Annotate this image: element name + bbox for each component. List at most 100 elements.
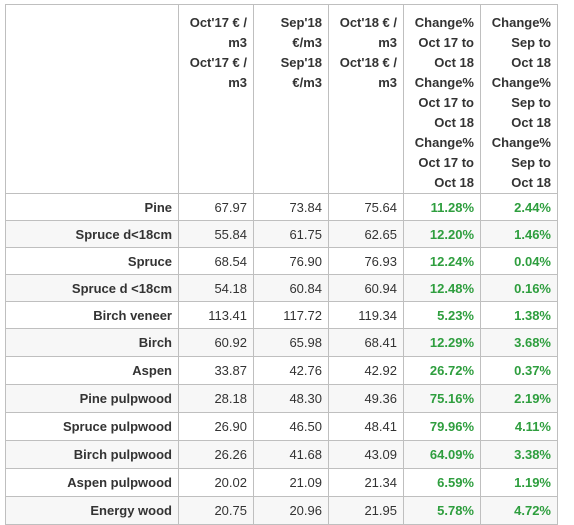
cell-sep18: 73.84 (253, 193, 329, 221)
table-body: Pine 67.97 73.84 75.64 11.28% 2.44% Spruce d<1… (5, 193, 558, 525)
header-line: Sep'18 €/m3 (280, 15, 322, 50)
cell-oct17: 33.87 (178, 356, 254, 385)
cell-oct18: 42.92 (328, 356, 404, 385)
cell-change-month: 0.04% (480, 247, 558, 275)
cell-oct18: 75.64 (328, 193, 404, 221)
table-row: Pine 67.97 73.84 75.64 11.28% 2.44% (5, 193, 558, 221)
header-line: Change% Sep to Oct 18 (491, 135, 551, 190)
cell-oct18: 48.41 (328, 412, 404, 441)
cell-oct17: 67.97 (178, 193, 254, 221)
cell-change-month: 3.68% (480, 328, 558, 357)
price-table-container: Oct'17 € / m3 Oct'17 € / m3 Sep'18 €/m3 Se… (5, 4, 558, 525)
cell-change-month: 1.38% (480, 301, 558, 329)
table-row: Pine pulpwood 28.18 48.30 49.36 75.16% 2.19% (5, 384, 558, 413)
cell-oct17: 28.18 (178, 384, 254, 413)
cell-oct17: 26.90 (178, 412, 254, 441)
cell-oct17: 54.18 (178, 274, 254, 302)
cell-change-year: 12.20% (403, 220, 481, 248)
header-line: Change% Sep to Oct 18 (491, 15, 551, 70)
cell-oct18: 68.41 (328, 328, 404, 357)
cell-change-month: 4.11% (480, 412, 558, 441)
cell-oct17: 20.75 (178, 496, 254, 525)
cell-change-month: 2.44% (480, 193, 558, 221)
cell-change-year: 12.48% (403, 274, 481, 302)
cell-sep18: 117.72 (253, 301, 329, 329)
cell-oct18: 76.93 (328, 247, 404, 275)
table-row: Spruce pulpwood 26.90 46.50 48.41 79.96% 4.11… (5, 412, 558, 441)
header-cell-empty (5, 4, 179, 194)
row-label: Birch (5, 328, 179, 357)
cell-change-month: 3.38% (480, 440, 558, 469)
table-row: Spruce d<18cm 55.84 61.75 62.65 12.20% 1.46% (5, 220, 558, 248)
cell-oct17: 60.92 (178, 328, 254, 357)
cell-oct18: 49.36 (328, 384, 404, 413)
header-line: Oct'17 € / m3 (189, 15, 247, 50)
cell-oct18: 21.34 (328, 468, 404, 497)
cell-sep18: 60.84 (253, 274, 329, 302)
table-row: Energy wood 20.75 20.96 21.95 5.78% 4.72% (5, 496, 558, 525)
cell-change-year: 26.72% (403, 356, 481, 385)
header-line: Sep'18 €/m3 (280, 55, 322, 90)
row-label: Pine pulpwood (5, 384, 179, 413)
cell-change-month: 4.72% (480, 496, 558, 525)
row-label: Spruce pulpwood (5, 412, 179, 441)
cell-oct17: 20.02 (178, 468, 254, 497)
table-row: Aspen pulpwood 20.02 21.09 21.34 6.59% 1.19% (5, 468, 558, 497)
cell-sep18: 76.90 (253, 247, 329, 275)
header-line: Oct'18 € / m3 (339, 15, 397, 50)
cell-change-year: 12.24% (403, 247, 481, 275)
cell-oct17: 68.54 (178, 247, 254, 275)
cell-change-year: 64.09% (403, 440, 481, 469)
table-row: Spruce d <18cm 54.18 60.84 60.94 12.48% 0.16% (5, 274, 558, 302)
row-label: Birch pulpwood (5, 440, 179, 469)
header-oct17: Oct'17 € / m3 Oct'17 € / m3 (178, 4, 254, 194)
header-oct18: Oct'18 € / m3 Oct'18 € / m3 (328, 4, 404, 194)
cell-change-year: 6.59% (403, 468, 481, 497)
table-row: Birch pulpwood 26.26 41.68 43.09 64.09% 3.38% (5, 440, 558, 469)
cell-oct18: 43.09 (328, 440, 404, 469)
cell-change-year: 5.23% (403, 301, 481, 329)
row-label: Aspen pulpwood (5, 468, 179, 497)
cell-oct17: 26.26 (178, 440, 254, 469)
cell-oct17: 113.41 (178, 301, 254, 329)
cell-change-year: 79.96% (403, 412, 481, 441)
cell-oct18: 21.95 (328, 496, 404, 525)
header-line: Change% Oct 17 to Oct 18 (414, 75, 474, 130)
cell-sep18: 48.30 (253, 384, 329, 413)
header-change-sep-oct18: Change% Sep to Oct 18 Change% Sep to Oct … (480, 4, 558, 194)
cell-sep18: 61.75 (253, 220, 329, 248)
cell-oct18: 62.65 (328, 220, 404, 248)
row-label: Spruce d <18cm (5, 274, 179, 302)
cell-oct18: 119.34 (328, 301, 404, 329)
row-label: Pine (5, 193, 179, 221)
header-change-oct17-oct18: Change% Oct 17 to Oct 18 Change% Oct 17 t… (403, 4, 481, 194)
cell-change-year: 11.28% (403, 193, 481, 221)
row-label: Aspen (5, 356, 179, 385)
cell-change-month: 0.37% (480, 356, 558, 385)
cell-sep18: 41.68 (253, 440, 329, 469)
row-label: Spruce (5, 247, 179, 275)
header-sep18: Sep'18 €/m3 Sep'18 €/m3 (253, 4, 329, 194)
cell-change-year: 5.78% (403, 496, 481, 525)
cell-sep18: 20.96 (253, 496, 329, 525)
header-line: Change% Oct 17 to Oct 18 (414, 15, 474, 70)
cell-sep18: 21.09 (253, 468, 329, 497)
cell-sep18: 42.76 (253, 356, 329, 385)
row-label: Birch veneer (5, 301, 179, 329)
table-row: Aspen 33.87 42.76 42.92 26.72% 0.37% (5, 356, 558, 385)
cell-change-month: 2.19% (480, 384, 558, 413)
table-row: Spruce 68.54 76.90 76.93 12.24% 0.04% (5, 247, 558, 275)
cell-oct18: 60.94 (328, 274, 404, 302)
row-label: Energy wood (5, 496, 179, 525)
cell-change-year: 75.16% (403, 384, 481, 413)
row-label: Spruce d<18cm (5, 220, 179, 248)
header-line: Oct'17 € / m3 (189, 55, 247, 90)
cell-sep18: 65.98 (253, 328, 329, 357)
cell-change-month: 1.46% (480, 220, 558, 248)
cell-change-month: 1.19% (480, 468, 558, 497)
cell-change-month: 0.16% (480, 274, 558, 302)
cell-change-year: 12.29% (403, 328, 481, 357)
table-row: Birch veneer 113.41 117.72 119.34 5.23% 1.38% (5, 301, 558, 329)
header-line: Change% Sep to Oct 18 (491, 75, 551, 130)
header-line: Change% Oct 17 to Oct 18 (414, 135, 474, 190)
